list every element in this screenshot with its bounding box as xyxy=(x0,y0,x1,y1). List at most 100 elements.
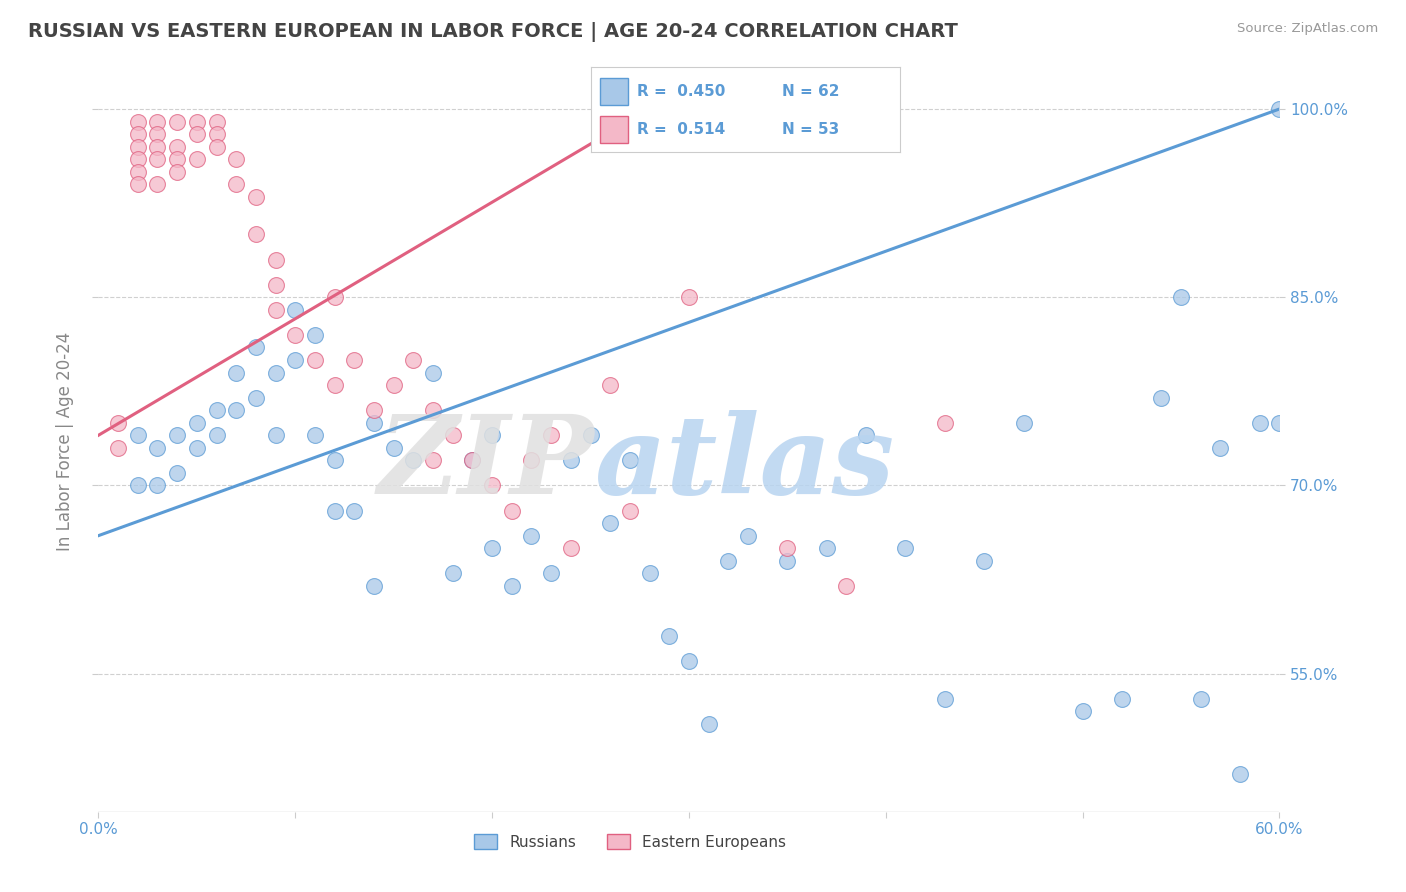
Point xyxy=(1249,416,1271,430)
Point xyxy=(264,302,287,317)
Point xyxy=(166,165,188,179)
Point xyxy=(146,114,169,128)
Point xyxy=(619,453,641,467)
Point xyxy=(186,441,208,455)
Point xyxy=(146,152,169,166)
Point xyxy=(127,152,149,166)
Point xyxy=(481,541,503,556)
Point xyxy=(205,403,228,417)
Point xyxy=(166,139,188,153)
Point xyxy=(815,541,838,556)
Point xyxy=(323,290,346,304)
Point xyxy=(304,428,326,442)
Text: R =  0.450: R = 0.450 xyxy=(637,84,725,99)
Point xyxy=(1170,290,1192,304)
Text: ZIP: ZIP xyxy=(378,410,595,517)
Point xyxy=(127,178,149,192)
Point xyxy=(973,554,995,568)
FancyBboxPatch shape xyxy=(600,78,627,105)
Legend: Russians, Eastern Europeans: Russians, Eastern Europeans xyxy=(468,828,792,856)
Text: N = 62: N = 62 xyxy=(782,84,839,99)
Point xyxy=(481,478,503,492)
Point xyxy=(1209,441,1232,455)
Point xyxy=(422,453,444,467)
Point xyxy=(579,428,602,442)
Point xyxy=(1189,691,1212,706)
Point xyxy=(264,277,287,292)
Point xyxy=(461,453,484,467)
Point xyxy=(146,478,169,492)
Point xyxy=(186,127,208,141)
Point xyxy=(422,403,444,417)
Y-axis label: In Labor Force | Age 20-24: In Labor Force | Age 20-24 xyxy=(56,332,75,551)
Text: N = 53: N = 53 xyxy=(782,122,839,137)
Point xyxy=(323,378,346,392)
Point xyxy=(678,290,700,304)
Point xyxy=(402,453,425,467)
Point xyxy=(186,152,208,166)
Point xyxy=(501,579,523,593)
Point xyxy=(284,327,307,342)
Point xyxy=(599,378,621,392)
Point xyxy=(205,139,228,153)
Point xyxy=(619,503,641,517)
Point xyxy=(402,353,425,368)
Point xyxy=(245,190,267,204)
Point xyxy=(481,428,503,442)
Point xyxy=(225,152,247,166)
Point xyxy=(186,114,208,128)
Point xyxy=(323,503,346,517)
Point xyxy=(855,428,877,442)
Point xyxy=(127,114,149,128)
Point xyxy=(934,416,956,430)
Text: RUSSIAN VS EASTERN EUROPEAN IN LABOR FORCE | AGE 20-24 CORRELATION CHART: RUSSIAN VS EASTERN EUROPEAN IN LABOR FOR… xyxy=(28,22,957,42)
Text: atlas: atlas xyxy=(595,410,894,517)
Point xyxy=(146,127,169,141)
Point xyxy=(166,152,188,166)
Point xyxy=(363,579,385,593)
Point xyxy=(186,416,208,430)
Point xyxy=(245,227,267,242)
Point xyxy=(560,453,582,467)
Point xyxy=(382,441,405,455)
Point xyxy=(363,416,385,430)
Point xyxy=(127,478,149,492)
Point xyxy=(560,541,582,556)
Point xyxy=(441,566,464,581)
Point xyxy=(501,503,523,517)
Point xyxy=(264,366,287,380)
Point xyxy=(894,541,917,556)
Point xyxy=(205,114,228,128)
Point xyxy=(127,127,149,141)
Point xyxy=(225,178,247,192)
Point xyxy=(717,554,740,568)
Point xyxy=(107,416,129,430)
Point xyxy=(225,366,247,380)
Point xyxy=(520,453,543,467)
Point xyxy=(304,353,326,368)
Point xyxy=(1111,691,1133,706)
Point xyxy=(166,114,188,128)
Point xyxy=(264,252,287,267)
Point xyxy=(205,127,228,141)
Point xyxy=(461,453,484,467)
Point xyxy=(166,466,188,480)
Point xyxy=(776,554,799,568)
Point xyxy=(127,139,149,153)
Point xyxy=(284,353,307,368)
Text: Source: ZipAtlas.com: Source: ZipAtlas.com xyxy=(1237,22,1378,36)
Point xyxy=(146,441,169,455)
Point xyxy=(737,529,759,543)
Point xyxy=(284,302,307,317)
FancyBboxPatch shape xyxy=(600,116,627,143)
Point xyxy=(146,139,169,153)
Point xyxy=(697,717,720,731)
Point xyxy=(146,178,169,192)
Point xyxy=(540,566,562,581)
Point xyxy=(638,566,661,581)
Point xyxy=(127,428,149,442)
Point xyxy=(1229,767,1251,781)
Point xyxy=(205,428,228,442)
Point xyxy=(127,165,149,179)
Point xyxy=(323,453,346,467)
